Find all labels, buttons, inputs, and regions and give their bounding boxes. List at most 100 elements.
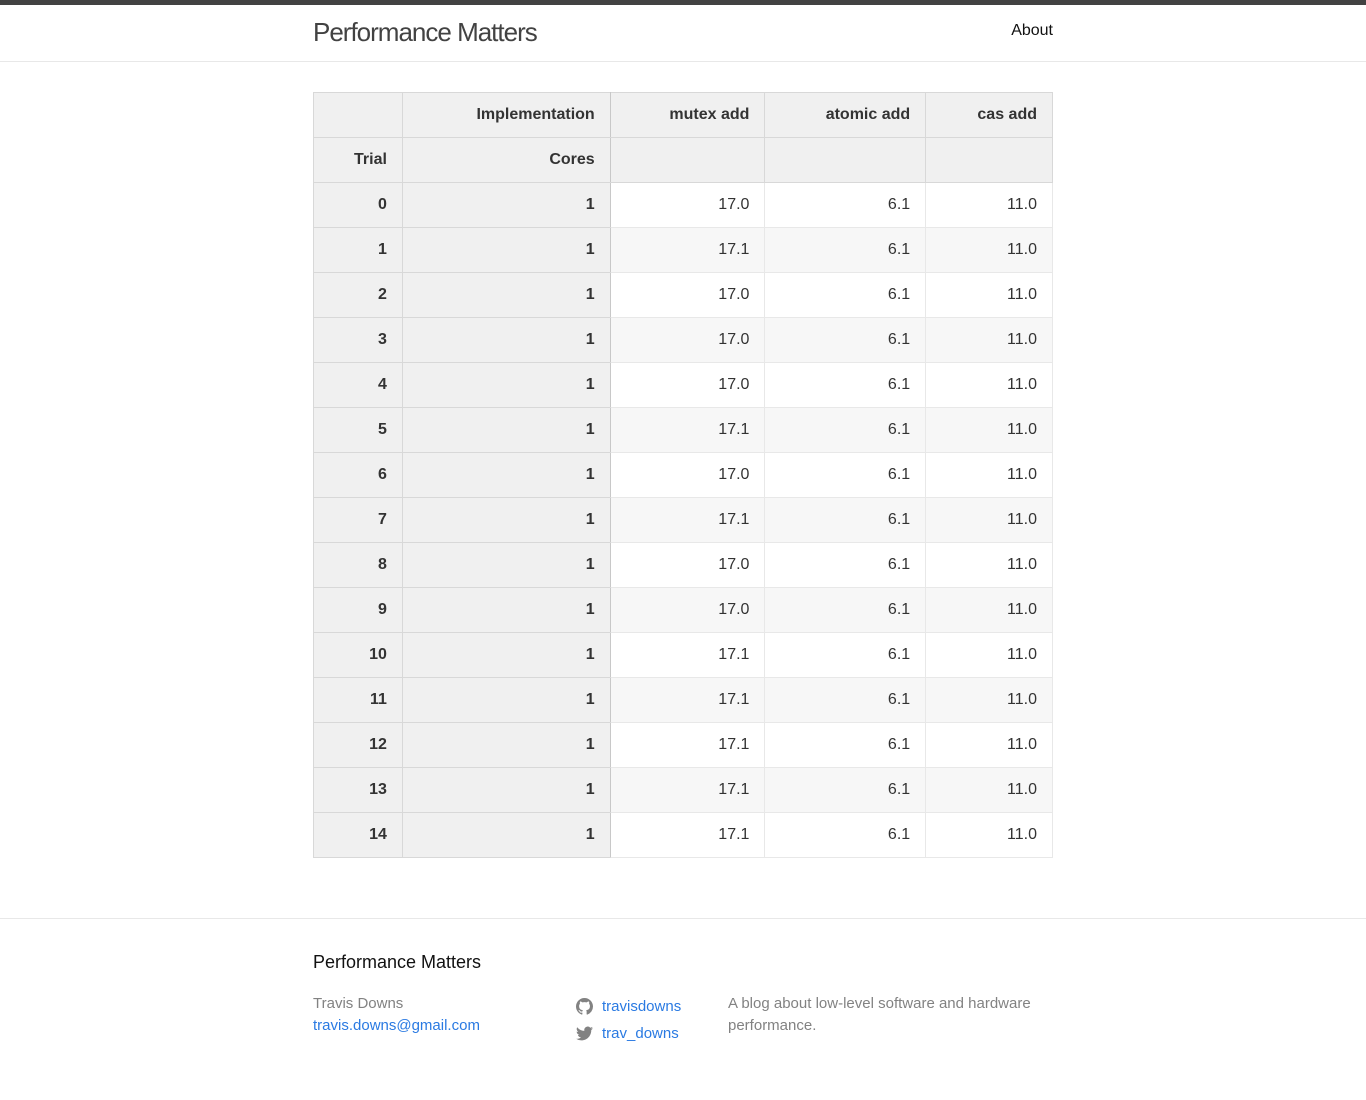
github-icon xyxy=(576,998,593,1015)
atomic-add-cell: 6.1 xyxy=(764,542,927,588)
footer-description: A blog about low-level software and hard… xyxy=(728,995,1031,1034)
cas-add-cell: 11.0 xyxy=(925,227,1053,273)
cores-cell: 1 xyxy=(401,767,611,813)
table-row: 1 1 17.1 6.1 11.0 xyxy=(313,227,1053,273)
mutex-add-cell: 17.0 xyxy=(609,317,766,363)
social-item-twitter: trav_downs xyxy=(576,1020,681,1047)
table-row: 14 1 17.1 6.1 11.0 xyxy=(313,812,1053,858)
table-row: 13 1 17.1 6.1 11.0 xyxy=(313,767,1053,813)
empty-header-cell xyxy=(925,137,1053,183)
footer-heading: Performance Matters xyxy=(313,952,482,972)
cores-cell: 1 xyxy=(401,812,611,858)
cas-add-cell: 11.0 xyxy=(925,812,1053,858)
cores-cell: 1 xyxy=(401,407,611,453)
mutex-add-cell: 17.1 xyxy=(609,812,766,858)
trial-header: Trial xyxy=(313,137,403,183)
atomic-add-cell: 6.1 xyxy=(764,182,927,228)
twitter-link[interactable]: trav_downs xyxy=(602,1025,679,1042)
table-row: 6 1 17.0 6.1 11.0 xyxy=(313,452,1053,498)
blank-header-cell xyxy=(313,92,403,138)
table-body: 0 1 17.0 6.1 11.0 1 1 17.1 6.1 11.0 2 1 17.0 6.1 11.0 3… xyxy=(313,182,1053,858)
atomic-add-cell: 6.1 xyxy=(764,587,927,633)
trial-cell: 2 xyxy=(313,272,403,318)
mutex-add-cell: 17.1 xyxy=(609,722,766,768)
empty-header-cell xyxy=(609,137,766,183)
cores-cell: 1 xyxy=(401,542,611,588)
table-row: 0 1 17.0 6.1 11.0 xyxy=(313,182,1053,228)
mutex-add-cell: 17.1 xyxy=(609,677,766,723)
mutex-add-cell: 17.1 xyxy=(609,227,766,273)
trial-cell: 11 xyxy=(313,677,403,723)
mutex-add-cell: 17.0 xyxy=(609,542,766,588)
table-row: 8 1 17.0 6.1 11.0 xyxy=(313,542,1053,588)
cas-add-cell: 11.0 xyxy=(925,677,1053,723)
github-link[interactable]: travisdowns xyxy=(602,998,682,1015)
atomic-add-cell: 6.1 xyxy=(764,812,927,858)
cas-add-cell: 11.0 xyxy=(925,407,1053,453)
trial-cell: 0 xyxy=(313,182,403,228)
table-row: 11 1 17.1 6.1 11.0 xyxy=(313,677,1053,723)
table-row: 4 1 17.0 6.1 11.0 xyxy=(313,362,1053,408)
atomic-add-cell: 6.1 xyxy=(764,407,927,453)
mutex-add-cell: 17.0 xyxy=(609,362,766,408)
cores-cell: 1 xyxy=(401,677,611,723)
table-row: 9 1 17.0 6.1 11.0 xyxy=(313,587,1053,633)
atomic-add-cell: 6.1 xyxy=(764,632,927,678)
table-row: 3 1 17.0 6.1 11.0 xyxy=(313,317,1053,363)
atomic-add-cell: 6.1 xyxy=(764,227,927,273)
cores-header: Cores xyxy=(401,137,611,183)
cores-cell: 1 xyxy=(401,452,611,498)
trial-cell: 6 xyxy=(313,452,403,498)
trial-cell: 9 xyxy=(313,587,403,633)
mutex-add-cell: 17.0 xyxy=(609,272,766,318)
atomic-add-cell: 6.1 xyxy=(764,677,927,723)
footer-contact: Travis Downs travis.downs@gmail.com xyxy=(313,993,480,1037)
trial-cell: 3 xyxy=(313,317,403,363)
trial-cell: 13 xyxy=(313,767,403,813)
trial-cell: 14 xyxy=(313,812,403,858)
trial-cell: 12 xyxy=(313,722,403,768)
column-header-row: Implementation mutex add atomic add cas … xyxy=(313,92,1053,138)
trial-cell: 10 xyxy=(313,632,403,678)
mutex-add-cell: 17.0 xyxy=(609,587,766,633)
table-head: Implementation mutex add atomic add cas … xyxy=(313,92,1053,183)
table-row: 7 1 17.1 6.1 11.0 xyxy=(313,497,1053,543)
atomic-add-cell: 6.1 xyxy=(764,497,927,543)
mutex-add-cell: 17.0 xyxy=(609,182,766,228)
table-row: 2 1 17.0 6.1 11.0 xyxy=(313,272,1053,318)
cores-cell: 1 xyxy=(401,632,611,678)
cas-add-cell: 11.0 xyxy=(925,722,1053,768)
cores-cell: 1 xyxy=(401,587,611,633)
cas-add-cell: 11.0 xyxy=(925,362,1053,408)
cas-add-cell: 11.0 xyxy=(925,587,1053,633)
cas-add-cell: 11.0 xyxy=(925,272,1053,318)
site-title-link[interactable]: Performance Matters xyxy=(313,17,538,47)
cas-add-cell: 11.0 xyxy=(925,632,1053,678)
cores-cell: 1 xyxy=(401,362,611,408)
table-row: 12 1 17.1 6.1 11.0 xyxy=(313,722,1053,768)
author-email-link[interactable]: travis.downs@gmail.com xyxy=(313,1017,480,1034)
results-table: Implementation mutex add atomic add cas … xyxy=(313,92,1053,858)
cores-cell: 1 xyxy=(401,497,611,543)
nav-about-link[interactable]: About xyxy=(1011,22,1053,39)
column-header-atomic-add: atomic add xyxy=(764,92,927,138)
cas-add-cell: 11.0 xyxy=(925,497,1053,543)
column-header-mutex-add: mutex add xyxy=(609,92,766,138)
cas-add-cell: 11.0 xyxy=(925,542,1053,588)
atomic-add-cell: 6.1 xyxy=(764,767,927,813)
atomic-add-cell: 6.1 xyxy=(764,362,927,408)
trial-cell: 1 xyxy=(313,227,403,273)
implementation-header: Implementation xyxy=(401,92,611,138)
mutex-add-cell: 17.1 xyxy=(609,632,766,678)
mutex-add-cell: 17.1 xyxy=(609,767,766,813)
trial-cell: 8 xyxy=(313,542,403,588)
cores-cell: 1 xyxy=(401,722,611,768)
index-header-row: Trial Cores xyxy=(313,137,1053,183)
site-footer: Performance Matters Travis Downs travis.… xyxy=(0,918,1366,1100)
cas-add-cell: 11.0 xyxy=(925,317,1053,363)
cores-cell: 1 xyxy=(401,227,611,273)
mutex-add-cell: 17.1 xyxy=(609,407,766,453)
social-item-github: travisdowns xyxy=(576,993,681,1020)
mutex-add-cell: 17.0 xyxy=(609,452,766,498)
table-row: 10 1 17.1 6.1 11.0 xyxy=(313,632,1053,678)
